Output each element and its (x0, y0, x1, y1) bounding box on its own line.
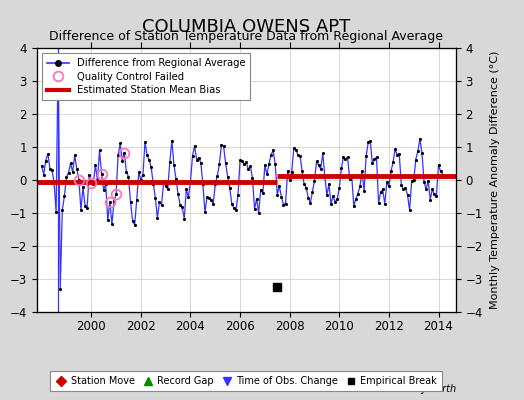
Y-axis label: Monthly Temperature Anomaly Difference (°C): Monthly Temperature Anomaly Difference (… (490, 51, 500, 309)
Text: Difference of Station Temperature Data from Regional Average: Difference of Station Temperature Data f… (49, 30, 443, 43)
Legend: Station Move, Record Gap, Time of Obs. Change, Empirical Break: Station Move, Record Gap, Time of Obs. C… (50, 372, 442, 391)
Legend: Difference from Regional Average, Quality Control Failed, Estimated Station Mean: Difference from Regional Average, Qualit… (42, 53, 250, 100)
Text: Berkeley Earth: Berkeley Earth (384, 384, 456, 394)
Text: COLUMBIA OWENS APT: COLUMBIA OWENS APT (142, 18, 351, 36)
